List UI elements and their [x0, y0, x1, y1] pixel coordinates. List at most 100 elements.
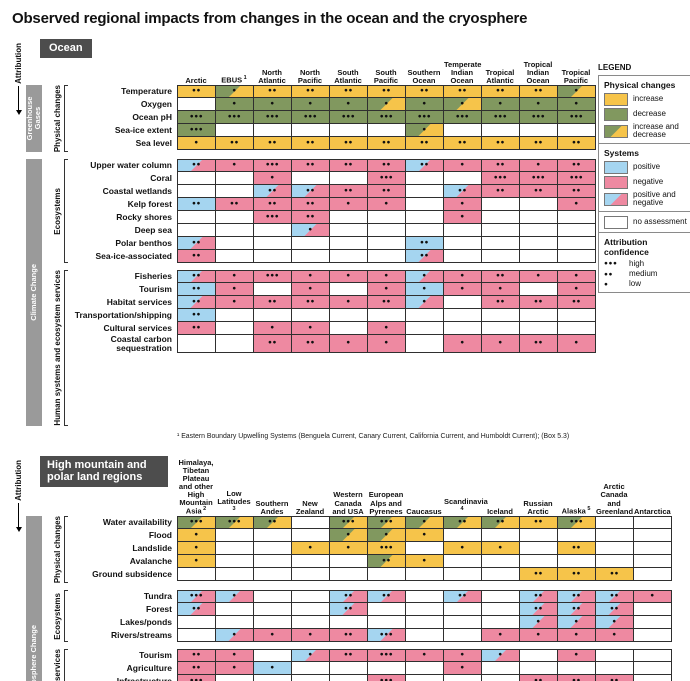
matrix-cell-pos: ●	[254, 661, 292, 675]
row-label: Rivers/streams	[111, 629, 172, 640]
matrix-cell-posneg: ●	[216, 589, 254, 603]
row-cells: ●●●●●●●●●●●●	[177, 198, 596, 212]
confidence-dots: ●	[270, 323, 275, 331]
confidence-dots: ●●	[191, 199, 202, 207]
matrix-cell-na	[368, 237, 406, 251]
matrix-cell-na	[254, 528, 292, 542]
confidence-dots: ●	[574, 651, 579, 659]
matrix-cell-inc: ●●	[406, 137, 444, 150]
confidence-dots: ●	[574, 272, 579, 280]
matrix-cell-neg: ●	[216, 283, 254, 297]
matrix-cell-inc: ●●	[406, 85, 444, 98]
confidence-dots: ●●	[191, 238, 202, 246]
matrix-cell-na	[444, 237, 482, 251]
matrix-row: Lakes/ponds ● ● ●	[68, 615, 672, 629]
confidence-dots: ●●	[305, 186, 316, 194]
matrix-cell-neg: ●●	[558, 185, 596, 199]
row-label: Coastal wetlands	[102, 186, 172, 197]
ocean-panel-title: Ocean	[40, 39, 92, 58]
matrix-cell-neg: ●●	[520, 296, 558, 310]
matrix-cell-na	[254, 615, 292, 629]
matrix-cell-neg: ●	[558, 198, 596, 212]
confidence-dots: ●●	[533, 297, 544, 305]
matrix-cell-dec: ●●●	[406, 111, 444, 124]
matrix-cell-neg: ●●	[292, 335, 330, 353]
matrix-cell-neg: ●	[444, 159, 482, 173]
confidence-dots: ●	[536, 161, 541, 169]
matrix-cell-na	[596, 648, 634, 662]
matrix-cell-posneg: ●●	[520, 589, 558, 603]
confidence-dots: ●●●	[341, 518, 356, 526]
matrix-cell-na	[444, 172, 482, 186]
confidence-dots: ●●	[305, 138, 316, 146]
confidence-dots: ●●	[191, 87, 202, 95]
confidence-dots: ●●	[343, 161, 354, 169]
footnote-marker: 1	[242, 75, 247, 82]
matrix-cell-inc: ●●	[330, 85, 368, 98]
confidence-dots: ●	[384, 323, 389, 331]
row-label: Tourism	[139, 649, 172, 660]
row-label: Habitat services	[106, 297, 172, 308]
column-header: Arctic	[185, 75, 207, 85]
group-bracket	[64, 85, 68, 153]
matrix-cell-na	[330, 554, 368, 568]
matrix-cell-neg: ●	[482, 335, 520, 353]
confidence-dots: ●●	[343, 592, 354, 600]
confidence-dots: ●	[460, 212, 465, 220]
positive-swatch	[604, 160, 628, 174]
matrix-cell-na	[368, 602, 406, 616]
matrix-cell-neg: ●●	[292, 159, 330, 173]
confidence-dots: ●●	[305, 87, 316, 95]
confidence-dots: ●●	[381, 87, 392, 95]
confidence-dots: ●●	[191, 251, 202, 259]
row-label: Fisheries	[134, 271, 172, 282]
matrix-cell-na	[520, 250, 558, 264]
matrix-row: Rocky shores ●●● ●● ●	[68, 211, 596, 225]
confidence-dots: ●●	[571, 676, 582, 681]
matrix-cell-na	[596, 541, 634, 555]
legend-systems-section: Systems positive negative positive and n…	[599, 144, 690, 212]
matrix-cell-neg: ●●	[482, 185, 520, 199]
matrix-cell-na	[254, 237, 292, 251]
confidence-dots: ●	[460, 161, 465, 169]
high-confidence-dots: ●●●	[604, 260, 618, 268]
matrix-cell-pos: ●●	[406, 237, 444, 251]
matrix-cell-inc: ●●	[520, 137, 558, 150]
column-header: South Pacific	[373, 67, 399, 85]
confidence-dots: ●●	[343, 87, 354, 95]
matrix-cell-neg: ●	[482, 628, 520, 642]
confidence-dots: ●●	[381, 297, 392, 305]
matrix-cell-neg: ●●	[558, 159, 596, 173]
matrix-cell-na	[482, 250, 520, 264]
matrix-cell-inc: ●●	[368, 137, 406, 150]
matrix-cell-neg: ●	[558, 335, 596, 353]
row-cells: ●	[177, 224, 596, 238]
matrix-row: Oxygen ● ● ● ● ● ● ● ● ● ●	[68, 98, 596, 111]
increase-decrease-swatch	[604, 124, 628, 138]
column-header: Tropical Pacific	[561, 67, 591, 85]
matrix-row: Deep sea ●	[68, 224, 596, 238]
matrix-cell-posneg: ●●	[178, 270, 216, 284]
confidence-dots: ●●	[609, 604, 620, 612]
matrix-cell-neg: ●	[216, 661, 254, 675]
legend-attribution-title: Attribution confidence	[604, 236, 649, 257]
matrix-cell-na	[254, 648, 292, 662]
confidence-dots: ●●	[267, 518, 278, 526]
legend-item-negative: negative	[604, 175, 690, 189]
matrix-cell-neg: ●	[216, 648, 254, 662]
row-label: Tundra	[143, 590, 172, 601]
confidence-dots: ●●	[533, 339, 544, 347]
confidence-dots: ●●	[419, 251, 430, 259]
confidence-dots: ●●	[571, 138, 582, 146]
row-cells: ●●●●●●●●●●●●●●●●●●●●	[177, 159, 596, 173]
column-header: North Atlantic	[258, 67, 286, 85]
confidence-dots: ●●●	[227, 112, 242, 120]
matrix-cell-na	[406, 172, 444, 186]
confidence-dots: ●●	[495, 186, 506, 194]
matrix-row: Polar benthos ●● ●●	[68, 237, 596, 251]
column-header: Low Latitudes 3	[217, 489, 251, 513]
matrix-cell-inc: ●●	[292, 85, 330, 98]
row-label: Rocky shores	[116, 212, 172, 223]
matrix-cell-inc: ●	[178, 528, 216, 542]
matrix-cell-na	[292, 615, 330, 629]
